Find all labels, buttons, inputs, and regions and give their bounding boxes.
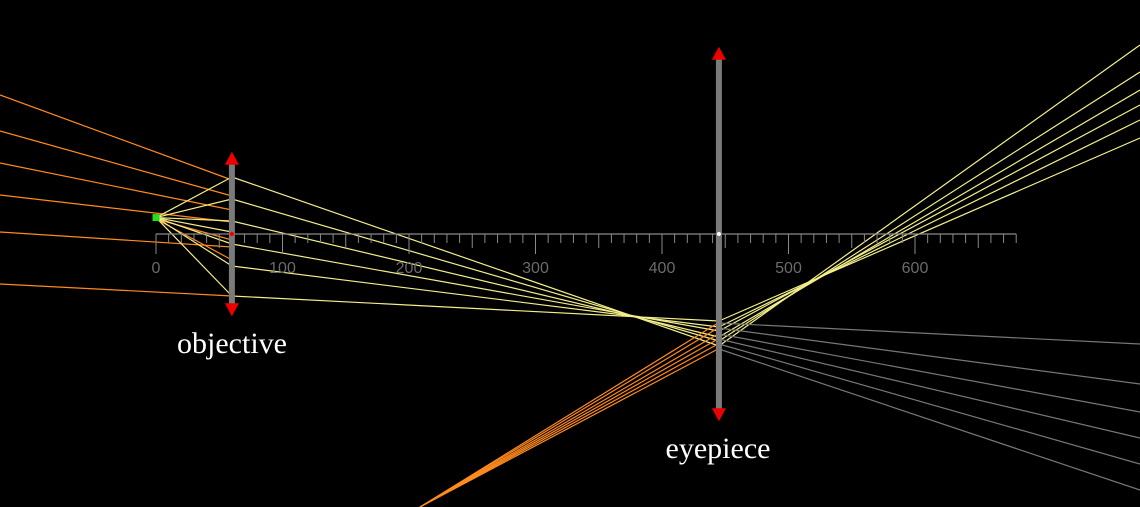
- orange-incoming-ray: [0, 94, 233, 181]
- gray-exit-ray: [718, 322, 1140, 345]
- orange-eyepiece-ray: [419, 322, 719, 507]
- orange-eyepiece-ray: [419, 333, 719, 507]
- gray-exit-ray: [718, 338, 1140, 439]
- yellow-exit-ray: [718, 71, 1140, 342]
- orange-incoming-ray: [0, 194, 233, 223]
- gray-exit-ray: [718, 327, 1140, 385]
- focal-point-marker: [229, 231, 235, 237]
- yellow-exit-ray: [718, 104, 1140, 332]
- orange-incoming-ray: [0, 231, 233, 248]
- eyepiece-lens-center-mark: [716, 232, 721, 236]
- ruler-tick-label: 500: [775, 260, 802, 277]
- yellow-source-ray: [155, 216, 232, 222]
- ruler-tick-label: 300: [522, 260, 549, 277]
- objective-label: objective: [177, 327, 287, 360]
- eyepiece-lens: [711, 46, 726, 422]
- gray-exit-ray: [718, 333, 1140, 413]
- ruler-tick-label: 600: [902, 260, 929, 277]
- yellow-refracted-ray: [231, 176, 720, 347]
- yellow-source-ray: [155, 176, 233, 219]
- yellow-source-ray: [155, 198, 233, 219]
- ruler-tick-label: 400: [649, 260, 676, 277]
- ruler-tick-label: 0: [152, 260, 161, 277]
- yellow-exit-ray: [718, 89, 1140, 338]
- orange-eyepiece-ray: [419, 348, 719, 507]
- orange-eyepiece-ray: [419, 343, 719, 507]
- ruler-tick-label: 200: [396, 260, 423, 277]
- gray-exit-ray: [718, 348, 1140, 491]
- yellow-source-ray: [155, 217, 233, 297]
- yellow-source-ray: [155, 216, 233, 233]
- lens-layer: [152, 46, 726, 422]
- orange-eyepiece-ray: [419, 338, 719, 507]
- yellow-refracted-ray: [231, 295, 719, 322]
- yellow-exit-ray: [718, 137, 1140, 322]
- orange-incoming-ray: [0, 283, 233, 297]
- arrow-up-icon: [711, 46, 726, 60]
- source-point: [152, 214, 160, 222]
- eyepiece-label: eyepiece: [666, 432, 771, 465]
- orange-incoming-ray: [0, 162, 233, 211]
- ray-layer: [0, 44, 1140, 507]
- yellow-refracted-ray: [231, 220, 720, 338]
- gray-exit-ray: [718, 343, 1140, 465]
- orange-incoming-ray: [0, 130, 233, 197]
- ruler: 0 100 200 300 400 500 600: [152, 233, 1017, 277]
- yellow-exit-ray: [718, 119, 1140, 328]
- ruler-tick-label: 100: [269, 260, 296, 277]
- arrow-down-icon: [224, 303, 239, 317]
- arrow-down-icon: [711, 408, 726, 422]
- arrow-up-icon: [224, 151, 239, 165]
- orange-eyepiece-ray: [419, 327, 719, 507]
